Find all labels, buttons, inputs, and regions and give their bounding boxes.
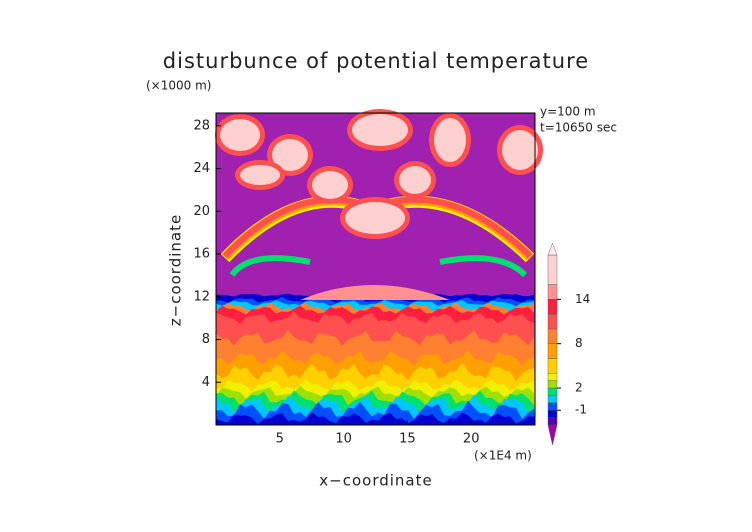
colorbar-segment — [547, 417, 558, 426]
annotation: y=100 m — [540, 105, 596, 119]
colorbar-segment — [547, 284, 558, 300]
contour-region — [352, 114, 408, 146]
colorbar-segment — [547, 410, 558, 418]
chart-title: disturbunce of potential temperature — [163, 49, 589, 73]
colorbar-segment — [547, 387, 558, 396]
colorbar-segment — [547, 373, 558, 381]
y-tick-label: 16 — [193, 247, 210, 262]
contour-region — [502, 130, 538, 170]
colorbar-segment — [547, 254, 558, 285]
contour-region — [399, 166, 431, 194]
colorbar-under — [547, 424, 558, 446]
plot-frame — [215, 112, 536, 426]
colorbar-segment — [547, 402, 558, 411]
colorbar-tick-label: 8 — [575, 336, 583, 350]
x-tick-label: 5 — [276, 432, 284, 447]
contour-region — [220, 119, 260, 151]
x-tick-label: 20 — [463, 432, 480, 447]
contour-region — [229, 255, 311, 277]
y-tick-label: 12 — [193, 289, 210, 304]
contour-region — [434, 118, 466, 162]
colorbar-tick-label: 2 — [575, 381, 583, 395]
y-tick-label: 20 — [193, 204, 210, 219]
colorbar-segment — [547, 328, 558, 344]
colorbar-segment — [547, 299, 558, 315]
x-axis-label: x−coordinate — [319, 472, 432, 490]
colorbar-tick-label: -1 — [575, 403, 587, 417]
y-axis-label: z−coordinate — [167, 214, 185, 326]
colorbar-tick-label: 14 — [575, 292, 590, 306]
contour-region — [216, 412, 535, 425]
contour-region — [345, 202, 405, 234]
y-tick-label: 4 — [202, 375, 210, 390]
contour-region — [272, 139, 308, 171]
colorbar-segment — [547, 343, 558, 359]
contour-region — [300, 285, 450, 300]
field — [215, 109, 543, 425]
contour-region — [439, 255, 528, 278]
colorbar-over — [547, 242, 558, 256]
x-tick-label: 15 — [399, 432, 416, 447]
contour-region — [240, 165, 280, 185]
y-unit: (×1000 m) — [146, 79, 211, 93]
contour-region — [312, 171, 348, 199]
y-tick-label: 28 — [193, 118, 210, 133]
y-tick-label: 24 — [193, 161, 210, 176]
colorbar-segment — [547, 358, 558, 374]
colorbar-segment — [547, 313, 558, 330]
x-tick-label: 10 — [335, 432, 352, 447]
y-tick-label: 8 — [202, 332, 210, 347]
annotation: t=10650 sec — [540, 121, 617, 135]
colorbar-segment — [547, 380, 558, 389]
x-unit: (×1E4 m) — [474, 449, 532, 463]
colorbar-segment — [547, 395, 558, 404]
